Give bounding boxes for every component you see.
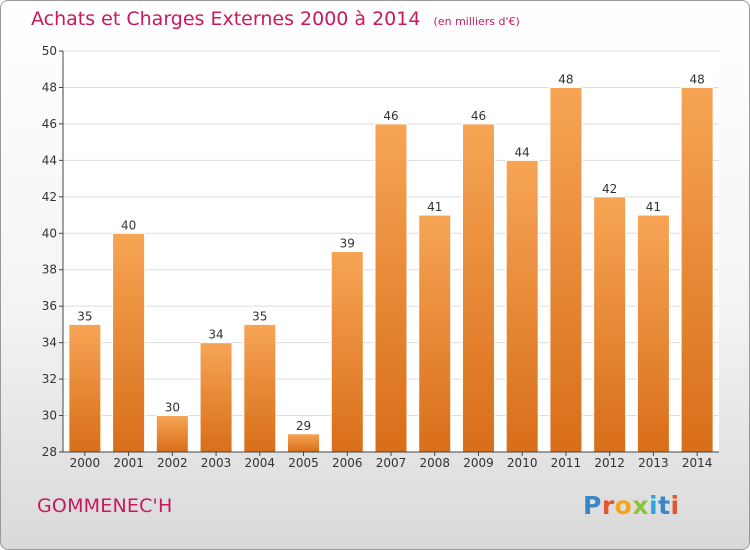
y-tick-label: 38 (42, 263, 57, 277)
y-tick-label: 40 (42, 226, 57, 240)
y-tick-label: 42 (42, 190, 57, 204)
commune-name: GOMMENEC'H (37, 495, 173, 517)
x-tick-label-2008: 2008 (419, 456, 450, 470)
data-label-2006: 39 (340, 237, 355, 251)
x-tick-label-2004: 2004 (245, 456, 276, 470)
x-tick-label-2001: 2001 (113, 456, 144, 470)
bar-2007 (374, 123, 408, 453)
data-label-2000: 35 (77, 309, 92, 323)
chart-subtitle: (en milliers d'€) (433, 15, 520, 28)
data-label-2011: 48 (558, 72, 573, 86)
data-label-2010: 44 (515, 145, 530, 159)
x-tick-label-2011: 2011 (551, 456, 582, 470)
y-tick-label: 34 (42, 336, 57, 350)
x-tick-label-2012: 2012 (594, 456, 625, 470)
y-tick-label: 48 (42, 80, 57, 94)
bar-2001 (112, 232, 146, 453)
bar-2011 (549, 86, 583, 453)
x-tick-label-2006: 2006 (332, 456, 363, 470)
data-label-2013: 41 (646, 200, 661, 214)
y-tick-label: 36 (42, 299, 57, 313)
x-tick-label-2000: 2000 (70, 456, 101, 470)
y-tick-label: 28 (42, 445, 57, 459)
bar-2012 (593, 196, 627, 453)
y-tick-label: 30 (42, 409, 57, 423)
bar-2003 (199, 342, 233, 453)
x-tick-label-2013: 2013 (638, 456, 669, 470)
x-tick-label-2007: 2007 (376, 456, 407, 470)
data-label-2002: 30 (165, 401, 180, 415)
x-tick-label-2009: 2009 (463, 456, 494, 470)
data-label-2007: 46 (383, 109, 398, 123)
chart-title: Achats et Charges Externes 2000 à 2014 (31, 8, 421, 30)
bar-2000 (68, 323, 102, 453)
data-label-2009: 46 (471, 109, 486, 123)
x-tick-label-2003: 2003 (201, 456, 232, 470)
bar-2006 (330, 251, 364, 453)
bar-2013 (636, 214, 670, 453)
y-tick-label: 46 (42, 117, 57, 131)
proxiti-logo: Proxiti (583, 491, 680, 520)
x-tick-label-2014: 2014 (682, 456, 713, 470)
bar-2004 (243, 323, 277, 453)
data-label-2008: 41 (427, 200, 442, 214)
x-tick-label-2010: 2010 (507, 456, 538, 470)
x-tick-label-2005: 2005 (288, 456, 319, 470)
bar-2002 (155, 415, 189, 453)
x-tick-label-2002: 2002 (157, 456, 188, 470)
y-tick-label: 32 (42, 372, 57, 386)
bar-2008 (418, 214, 452, 453)
data-label-2003: 34 (208, 328, 223, 342)
data-label-2014: 48 (689, 72, 704, 86)
bar-2009 (461, 123, 495, 453)
bar-2005 (287, 433, 321, 453)
data-label-2005: 29 (296, 419, 311, 433)
bar-2010 (505, 159, 539, 453)
data-label-2001: 40 (121, 218, 136, 232)
y-tick-label: 44 (42, 153, 57, 167)
bar-2014 (680, 86, 714, 453)
chart-header: Achats et Charges Externes 2000 à 2014 (… (31, 8, 520, 30)
y-tick-label: 50 (42, 44, 57, 58)
data-label-2004: 35 (252, 309, 267, 323)
data-label-2012: 42 (602, 182, 617, 196)
